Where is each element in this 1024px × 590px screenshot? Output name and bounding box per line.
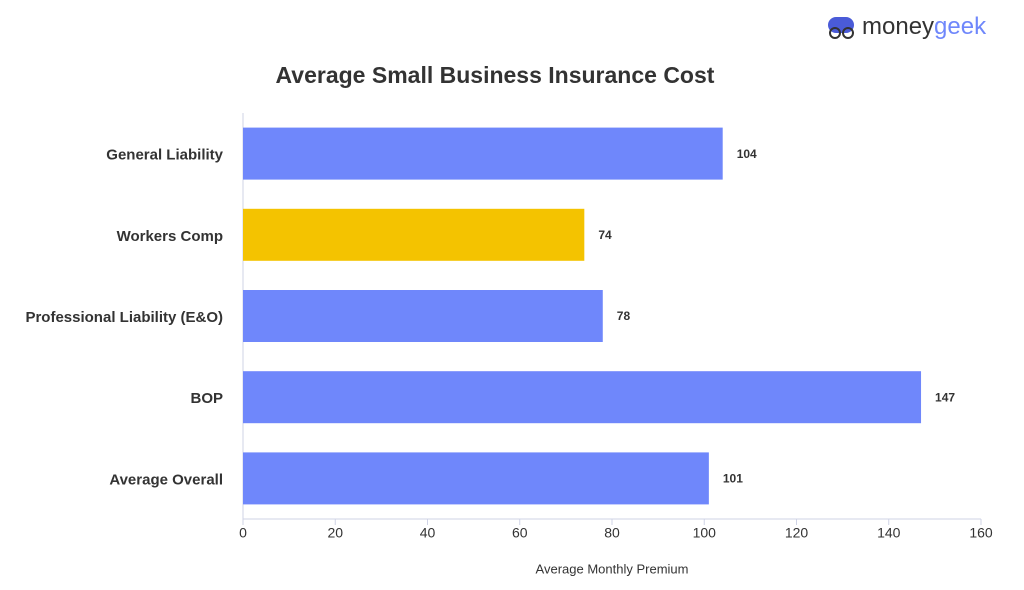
x-axis-label: Average Monthly Premium <box>536 561 689 576</box>
logo-icon <box>842 27 854 39</box>
value-label: 101 <box>723 472 743 486</box>
y-tick-label: Workers Comp <box>117 228 223 245</box>
logo-text: money <box>862 13 934 40</box>
value-label: 147 <box>935 390 955 404</box>
x-tick-label: 40 <box>420 525 436 541</box>
y-tick-label: General Liability <box>106 147 223 164</box>
logo-icon <box>828 17 854 33</box>
x-tick-label: 120 <box>785 525 809 541</box>
x-tick-label: 100 <box>693 525 717 541</box>
bar <box>243 127 723 180</box>
bar <box>243 208 585 261</box>
logo: moneygeek <box>828 13 987 40</box>
x-tick-label: 60 <box>512 525 528 541</box>
x-tick-label: 160 <box>969 525 993 541</box>
x-tick-label: 0 <box>239 525 247 541</box>
y-tick-label: BOP <box>190 390 223 407</box>
y-tick-label: Professional Liability (E&O) <box>25 309 223 326</box>
x-tick-label: 140 <box>877 525 901 541</box>
chart-title: Average Small Business Insurance Cost <box>276 62 715 88</box>
value-label: 74 <box>598 228 612 242</box>
y-tick-label: Average Overall <box>109 471 223 488</box>
bar <box>243 452 709 505</box>
bar <box>243 290 603 342</box>
value-label: 78 <box>617 309 631 323</box>
logo-text: geek <box>934 13 987 40</box>
bar <box>243 371 922 424</box>
logo-icon <box>829 27 841 39</box>
x-tick-label: 20 <box>327 525 343 541</box>
x-tick-label: 80 <box>604 525 620 541</box>
value-label: 104 <box>737 147 757 161</box>
logo-text: moneygeek <box>862 13 987 40</box>
